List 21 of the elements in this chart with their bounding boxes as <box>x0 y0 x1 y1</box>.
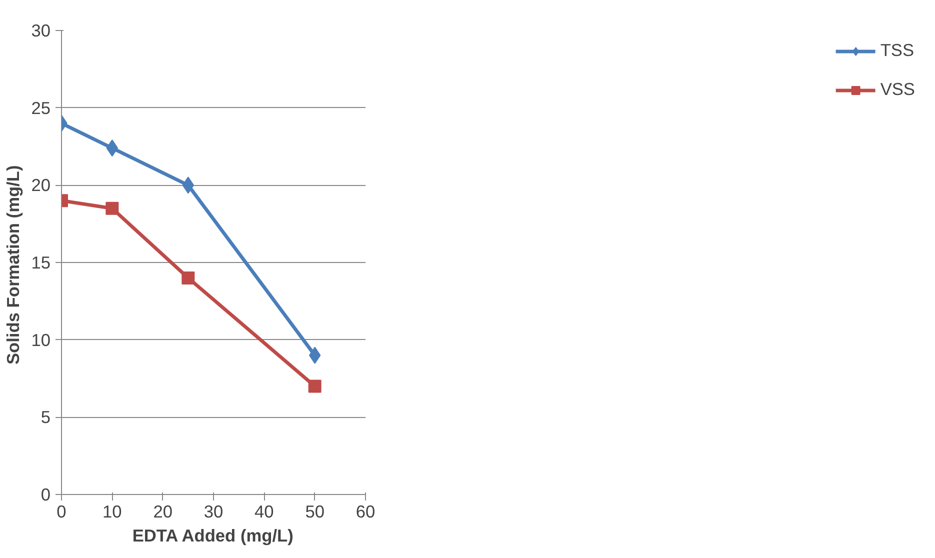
y-tick-label: 0 <box>40 484 51 504</box>
y-tick-label: 5 <box>40 407 51 428</box>
x-tick-label: 30 <box>204 502 224 522</box>
x-tick-label: 0 <box>56 502 66 522</box>
y-tick-label: 15 <box>31 252 51 272</box>
y-tick-label: 10 <box>31 330 51 350</box>
legend-label: VSS <box>880 79 915 100</box>
x-tick-label: 60 <box>356 502 376 522</box>
y-axis-title: Solids Formation (mg/L) <box>3 165 24 365</box>
y-tick-label: 30 <box>31 20 51 40</box>
x-tick-label: 20 <box>153 502 172 522</box>
x-tick-label: 40 <box>254 502 274 522</box>
legend-label: TSS <box>880 40 914 61</box>
y-tick-label: 25 <box>31 98 51 118</box>
x-axis-title: EDTA Added (mg/L) <box>132 526 294 546</box>
x-tick-label: 10 <box>102 502 122 522</box>
point <box>106 202 119 215</box>
point <box>182 271 195 284</box>
point <box>308 380 322 393</box>
x-tick-label: 50 <box>305 502 324 522</box>
y-tick-label: 20 <box>31 175 51 196</box>
